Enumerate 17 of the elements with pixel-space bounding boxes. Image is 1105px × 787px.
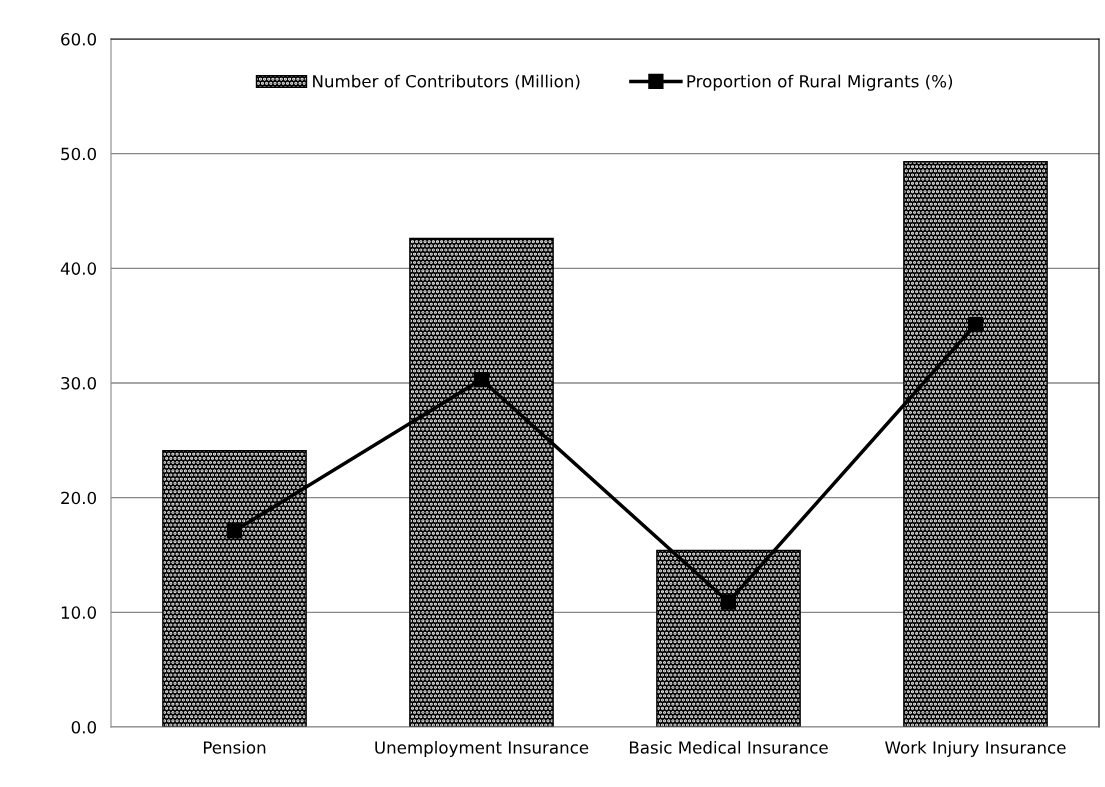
x-tick-label: Pension xyxy=(203,740,266,754)
y-tick-label: 30.0 xyxy=(61,376,96,390)
y-tick-label: 0.0 xyxy=(71,720,97,734)
point xyxy=(967,316,984,333)
legend-label: Number of Contributors (Million) xyxy=(313,74,580,90)
x-tick-label: Unemployment Insurance xyxy=(375,740,589,758)
y-tick-label: 40.0 xyxy=(60,262,96,275)
point xyxy=(720,594,737,610)
y-tick-label: 10.0 xyxy=(61,606,96,619)
point xyxy=(473,371,490,388)
point xyxy=(226,523,243,539)
x-tick-label: Work Injury Insurance xyxy=(885,740,1066,758)
y-tick-label: 60.0 xyxy=(61,32,96,46)
y-tick-label: 20.0 xyxy=(61,491,96,505)
y-tick-label: 50.0 xyxy=(61,147,96,161)
x-tick-label: Basic Medical Insurance xyxy=(629,740,828,754)
legend-label: Proportion of Rural Migrants (%) xyxy=(687,74,953,91)
